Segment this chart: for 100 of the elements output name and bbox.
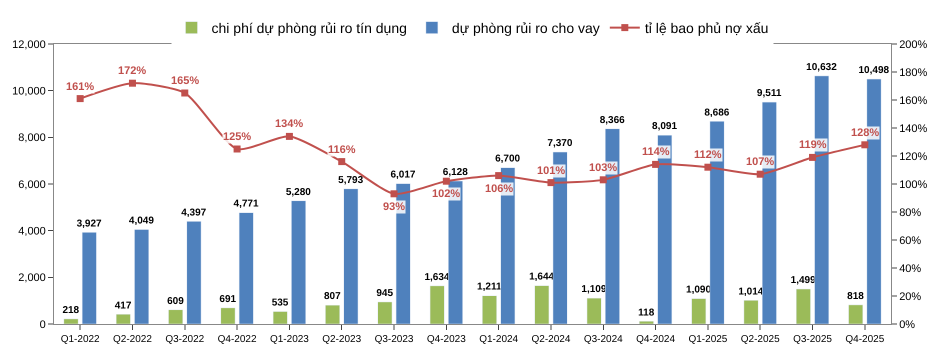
data-label: 93% xyxy=(383,201,406,213)
bar xyxy=(639,321,654,324)
legend-label: chi phí dự phòng rủi ro tín dụng xyxy=(212,20,407,36)
bar xyxy=(186,221,202,324)
data-label: 102% xyxy=(432,188,460,200)
bar xyxy=(272,311,288,324)
point xyxy=(704,164,712,171)
data-label: 161% xyxy=(66,81,94,93)
data-label: 8,091 xyxy=(652,121,678,132)
x-tick-label: Q1-2024 xyxy=(479,334,519,345)
bar xyxy=(482,295,497,324)
data-label: 125% xyxy=(223,131,252,143)
data-label: 1,090 xyxy=(686,284,712,296)
bar xyxy=(586,298,602,324)
bar xyxy=(64,318,78,324)
y2-tick-label: 200% xyxy=(899,38,928,51)
y2-tick-label: 120% xyxy=(899,150,928,163)
point xyxy=(809,154,816,161)
data-label: 103% xyxy=(589,162,618,174)
x-tick-label: Q2-2023 xyxy=(322,334,362,345)
data-label: 112% xyxy=(694,149,722,161)
data-label: 1,211 xyxy=(477,282,502,293)
data-label: 1,499 xyxy=(790,275,816,286)
data-label: 5,793 xyxy=(338,174,364,186)
x-tick-label: Q4-2025 xyxy=(845,334,885,345)
bar xyxy=(430,286,445,324)
point xyxy=(495,172,502,180)
data-label: 10,498 xyxy=(858,65,890,76)
y2-tick-label: 80% xyxy=(899,206,922,219)
y2-tick-label: 60% xyxy=(899,234,922,247)
data-label: 535 xyxy=(272,298,289,309)
point xyxy=(600,176,607,184)
y-tick-label: 12,000 xyxy=(12,38,46,51)
point xyxy=(234,146,241,152)
x-tick-label: Q2-2022 xyxy=(113,334,152,345)
bar xyxy=(691,298,706,324)
data-label: 609 xyxy=(167,296,184,307)
data-label: 417 xyxy=(114,300,132,312)
bar xyxy=(325,304,340,324)
y-tick-label: 4,000 xyxy=(18,226,46,238)
y2-tick-label: 100% xyxy=(899,178,928,191)
bar xyxy=(343,188,358,324)
data-label: 165% xyxy=(171,75,200,87)
point xyxy=(652,160,660,168)
point xyxy=(390,190,398,198)
data-label: 945 xyxy=(376,288,394,299)
data-label: 4,397 xyxy=(181,207,207,218)
data-label: 7,370 xyxy=(547,138,573,150)
data-label: 807 xyxy=(324,291,342,302)
y-tick-label: 6,000 xyxy=(18,178,46,191)
data-label: 1,634 xyxy=(424,272,450,283)
data-label: 5,280 xyxy=(286,186,312,198)
y-tick-label: 8,000 xyxy=(18,132,46,144)
x-tick-label: Q4-2023 xyxy=(426,334,466,345)
bar xyxy=(291,200,306,324)
data-label: 9,511 xyxy=(756,88,782,100)
bar xyxy=(116,314,131,324)
data-label: 4,771 xyxy=(234,198,259,210)
x-tick-label: Q4-2024 xyxy=(636,334,676,345)
point xyxy=(338,158,346,166)
point xyxy=(756,170,764,178)
data-label: 172% xyxy=(118,65,146,77)
data-label: 3,927 xyxy=(76,218,102,230)
data-label: 114% xyxy=(642,146,670,158)
data-label: 10,632 xyxy=(806,62,838,73)
data-label: 116% xyxy=(328,144,356,156)
x-tick-label: Q3-2023 xyxy=(374,334,414,345)
legend-label: tỉ lệ bao phủ nợ xấu xyxy=(644,20,768,36)
y2-tick-label: 40% xyxy=(899,262,922,275)
data-label: 1,644 xyxy=(529,272,555,283)
x-tick-label: Q2-2025 xyxy=(740,334,780,345)
point xyxy=(76,95,84,102)
data-label: 101% xyxy=(537,165,566,177)
data-label: 6,017 xyxy=(390,170,416,181)
data-label: 691 xyxy=(219,294,236,305)
x-tick-label: Q3-2025 xyxy=(793,334,832,345)
x-tick-label: Q4-2022 xyxy=(218,334,257,345)
bar xyxy=(377,302,392,324)
data-label: 128% xyxy=(851,127,880,139)
data-label: 134% xyxy=(275,118,304,130)
x-tick-label: Q3-2022 xyxy=(165,334,205,345)
point xyxy=(128,80,136,87)
bar xyxy=(82,232,97,324)
point xyxy=(547,179,554,186)
bar xyxy=(534,285,550,324)
y2-tick-label: 180% xyxy=(899,66,928,79)
point xyxy=(442,178,450,185)
point xyxy=(286,132,293,140)
y-tick-label: 0 xyxy=(40,318,46,331)
legend-label: dự phòng rủi ro cho vay xyxy=(452,20,600,36)
bar xyxy=(744,300,758,324)
bar xyxy=(220,308,236,324)
bar xyxy=(134,229,150,324)
bar xyxy=(848,304,864,324)
data-label: 818 xyxy=(847,290,864,302)
y-tick-label: 10,000 xyxy=(12,86,46,98)
data-label: 107% xyxy=(746,156,774,168)
data-label: 6,700 xyxy=(495,154,521,165)
bar xyxy=(168,310,184,324)
x-tick-label: Q1-2022 xyxy=(60,334,100,345)
